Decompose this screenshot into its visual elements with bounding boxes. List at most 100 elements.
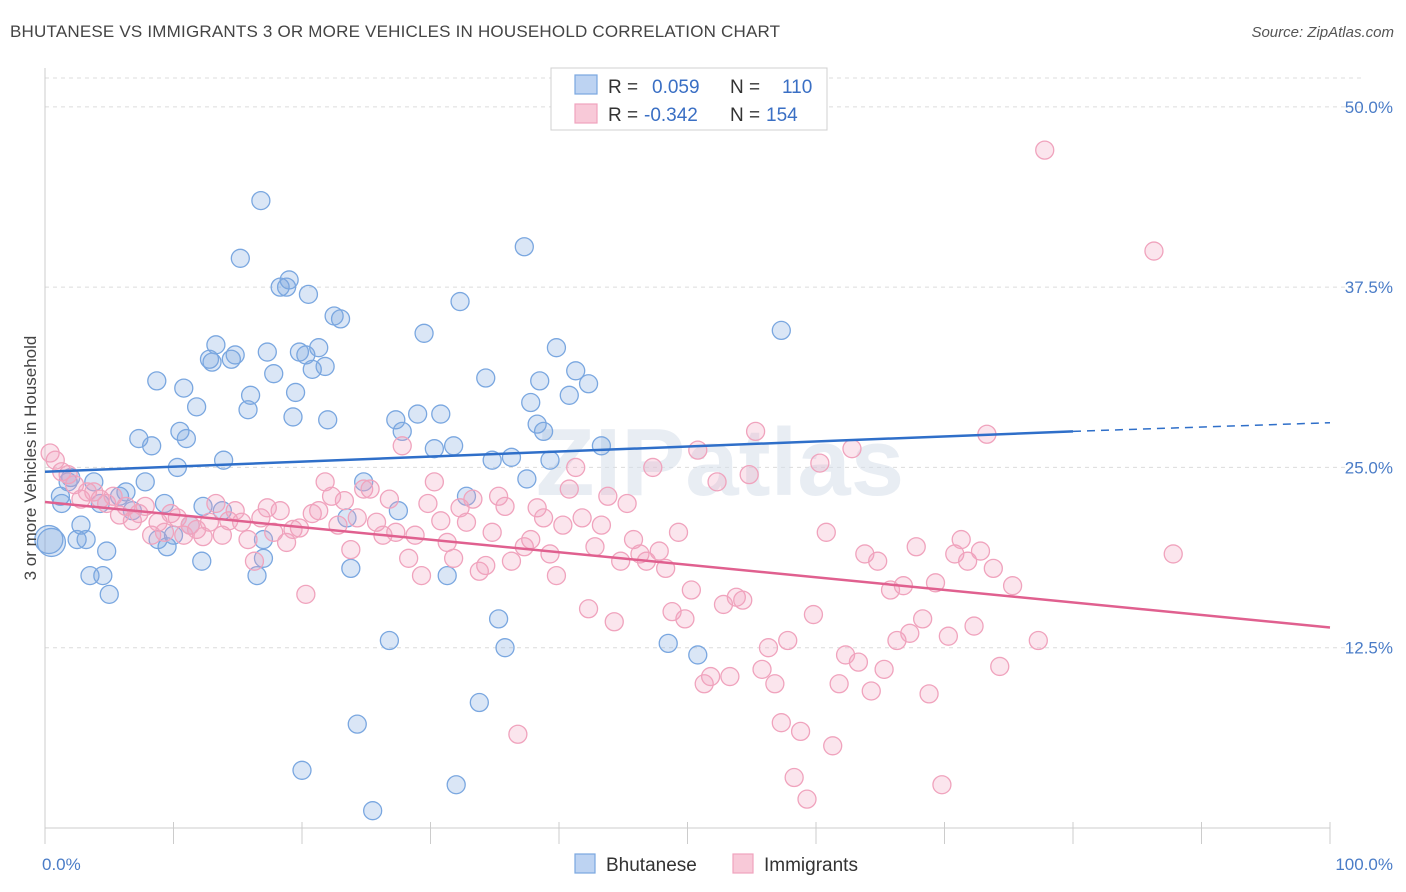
gridlines <box>45 77 1365 649</box>
immigrants-point <box>874 659 894 679</box>
immigrants-point <box>990 656 1010 677</box>
bhutanese-point <box>142 436 162 456</box>
bhutanese-point <box>330 309 351 329</box>
immigrants-point <box>501 551 522 571</box>
bhutanese-point <box>264 364 284 384</box>
immigrants-point <box>424 472 445 492</box>
immigrants-point <box>1144 241 1164 261</box>
immigrants-point <box>206 493 226 514</box>
immigrants-point <box>334 490 355 511</box>
bhutanese-point <box>386 410 406 430</box>
bhutanese-point <box>354 472 374 492</box>
immigrants-point <box>816 522 836 542</box>
bottom-legend: Bhutanese Immigrants <box>574 853 858 876</box>
immigrants-point <box>752 659 772 679</box>
immigrants-point <box>578 599 599 619</box>
bhutanese-point <box>251 190 271 211</box>
immigrants-point <box>482 522 502 542</box>
immigrants-point <box>1163 544 1183 564</box>
immigrants-point <box>720 666 740 687</box>
immigrants-point <box>103 486 123 506</box>
immigrants-point <box>296 584 316 604</box>
bhutanese-point <box>192 551 212 571</box>
legend-r-value-2: -0.342 <box>644 105 698 126</box>
bhutanese-point <box>174 378 194 398</box>
immigrants-point <box>533 508 554 528</box>
immigrants-point <box>611 551 631 571</box>
immigrants-point <box>970 541 991 561</box>
bhutanese-point <box>559 385 579 405</box>
bottom-legend-swatch-immigrants <box>732 853 754 874</box>
bhutanese-point <box>517 469 537 489</box>
immigrants-point <box>244 551 265 571</box>
bhutanese-point <box>283 407 303 427</box>
immigrants-point <box>617 493 637 514</box>
legend-r-value-1: 0.059 <box>652 77 700 98</box>
bhutanese-trend-extension <box>1072 421 1331 433</box>
bhutanese-point <box>147 371 167 391</box>
immigrants-point <box>309 501 329 521</box>
immigrants-point <box>932 775 952 795</box>
immigrants-point <box>559 479 579 499</box>
immigrants-point <box>688 440 708 460</box>
bhutanese-point <box>225 345 245 365</box>
immigrants-point <box>668 522 689 542</box>
immigrants-point <box>1028 630 1048 651</box>
immigrants-point <box>508 724 528 744</box>
bhutanese-point <box>658 633 678 654</box>
bhutanese-point <box>363 801 383 821</box>
y-tick-label: 50.0% <box>1345 98 1393 117</box>
bhutanese-point <box>501 447 522 467</box>
immigrants-point <box>913 609 933 629</box>
legend-swatch-immigrants <box>574 103 598 124</box>
bhutanese-point <box>240 385 261 405</box>
immigrants-point <box>411 565 432 586</box>
immigrants-point <box>129 503 149 524</box>
bhutanese-point <box>238 400 258 420</box>
bhutanese-point <box>341 558 361 579</box>
immigrants-point <box>649 541 669 561</box>
bhutanese-point <box>688 645 708 665</box>
bhutanese-point <box>202 352 222 372</box>
y-axis-label: 3 or more Vehicles in Household <box>21 336 40 581</box>
bhutanese-point <box>279 270 299 290</box>
bhutanese-trend-line <box>44 430 1074 473</box>
immigrants-point <box>778 630 798 651</box>
immigrants-point <box>386 522 406 542</box>
immigrants-point <box>553 515 573 535</box>
immigrants-point <box>540 544 560 564</box>
immigrants-point <box>572 508 592 528</box>
watermark: ZIPatlas <box>536 409 904 516</box>
bhutanese-point <box>36 527 67 558</box>
bhutanese-point <box>546 338 567 358</box>
immigrants-point <box>1002 576 1023 596</box>
immigrants-point <box>868 551 888 571</box>
bhutanese-point <box>84 472 104 492</box>
immigrants-point <box>790 721 811 742</box>
immigrants-point <box>861 681 881 701</box>
immigrants-point <box>45 450 65 470</box>
bhutanese-point <box>99 584 119 604</box>
trend-lines <box>44 421 1331 629</box>
immigrants-point <box>488 486 509 506</box>
immigrants-point <box>270 501 290 521</box>
immigrants-point <box>739 464 759 485</box>
immigrants-point <box>745 421 766 442</box>
immigrants-point <box>964 616 984 636</box>
immigrants-point <box>238 529 258 550</box>
bhutanese-point <box>318 410 338 430</box>
bhutanese-point <box>276 277 297 297</box>
bhutanese-point <box>186 397 207 417</box>
bhutanese-point <box>93 565 113 586</box>
bhutanese-point <box>527 414 547 434</box>
x-tick-label-max: 100.0% <box>1335 855 1393 874</box>
immigrants-point <box>341 539 361 560</box>
immigrants-point <box>392 436 412 456</box>
bhutanese-point <box>437 565 457 586</box>
series-immigrants-points <box>40 140 1183 809</box>
bhutanese-point <box>309 338 329 358</box>
immigrants-point <box>456 512 477 532</box>
immigrants-point <box>463 489 483 509</box>
immigrants-point <box>906 537 926 557</box>
